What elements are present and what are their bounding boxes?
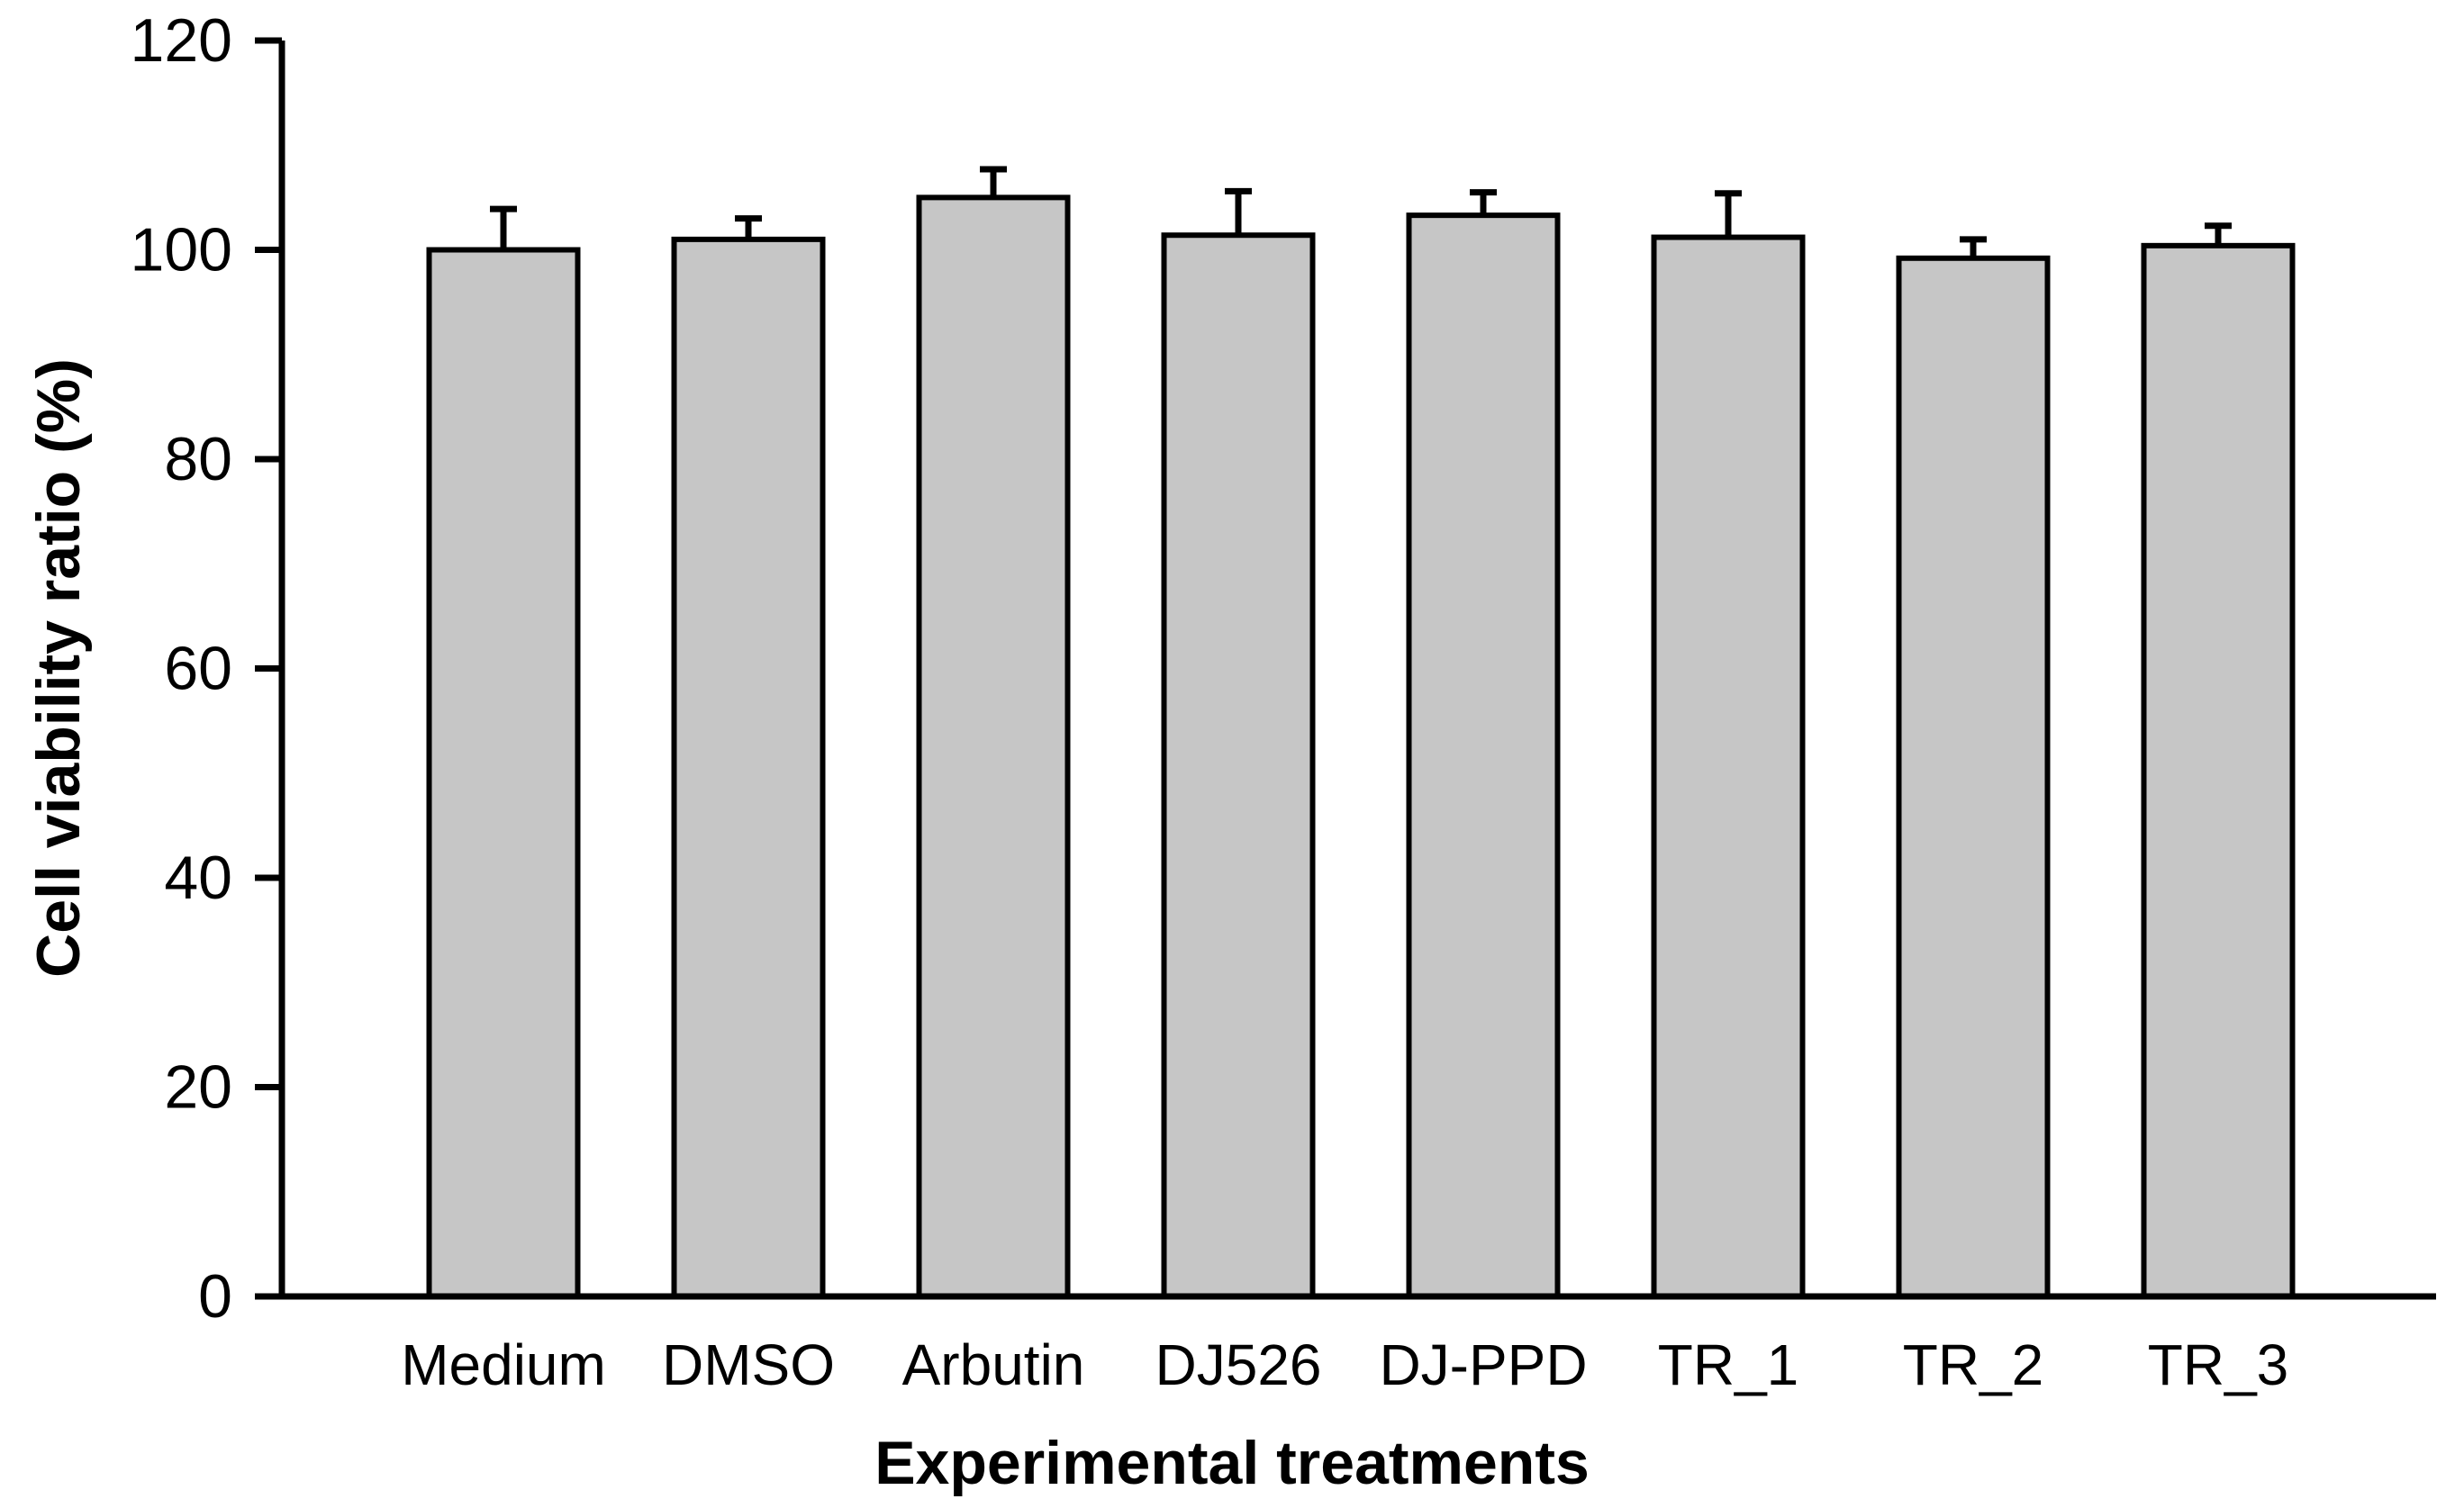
x-tick-label-dj-ppd: DJ-PPD	[1379, 1332, 1587, 1397]
x-tick-label-medium: Medium	[401, 1332, 606, 1397]
bar-dj526	[1161, 232, 1316, 1300]
x-tick-label-dmso: DMSO	[662, 1332, 835, 1397]
x-tick-label-tr-2: TR_2	[1903, 1332, 2044, 1397]
y-tick-label-60: 60	[164, 635, 232, 703]
y-tick-label-20: 20	[164, 1053, 232, 1122]
bar-tr-1	[1651, 234, 1806, 1299]
x-tick-label-tr-1: TR_1	[1658, 1332, 1799, 1397]
y-tick-label-120: 120	[131, 6, 232, 75]
x-axis-title: Experimental treatments	[874, 1429, 1590, 1497]
y-tick-label-40: 40	[164, 844, 232, 912]
bar-tr-2	[1896, 255, 2051, 1299]
y-axis-title: Cell viability ratio (%)	[24, 358, 93, 978]
y-tick-label-0: 0	[198, 1262, 232, 1331]
x-tick-label-dj526: DJ526	[1155, 1332, 1322, 1397]
bar-arbutin	[916, 194, 1071, 1299]
y-tick-label-80: 80	[164, 425, 232, 493]
y-tick-label-100: 100	[131, 216, 232, 284]
x-tick-label-tr-3: TR_3	[2148, 1332, 2289, 1397]
bar-dmso	[671, 236, 826, 1299]
bar-medium	[426, 247, 581, 1299]
x-tick-label-arbutin: Arbutin	[902, 1332, 1085, 1397]
bar-dj-ppd	[1406, 212, 1561, 1300]
bar-tr-3	[2141, 242, 2296, 1300]
